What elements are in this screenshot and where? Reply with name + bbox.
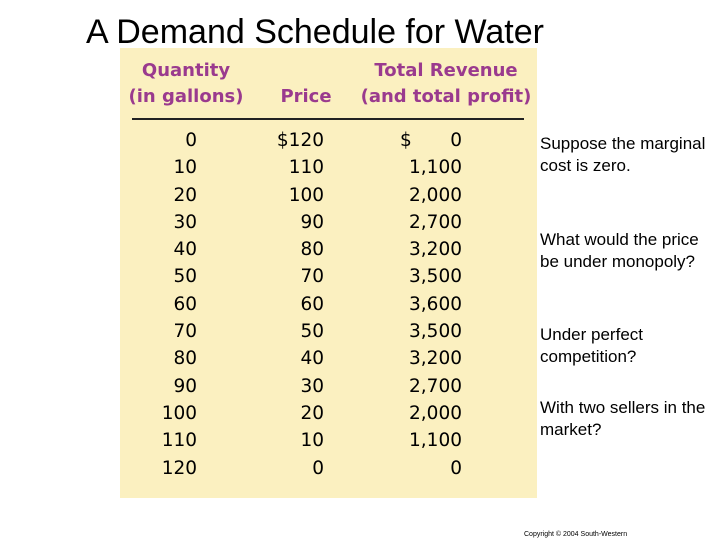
cell-price: 100: [288, 184, 324, 206]
cell-price: $120: [276, 130, 324, 151]
table-row: 60 60 3,600: [120, 291, 537, 318]
cell-price: 0: [312, 457, 324, 479]
cell-quantity: 60: [173, 293, 197, 315]
cell-price: 20: [300, 402, 324, 424]
cell-total-revenue: 2,700: [409, 211, 462, 233]
table-row: 70 50 3,500: [120, 318, 537, 345]
cell-quantity: 110: [161, 430, 197, 452]
cell-revenue-currency: $: [400, 130, 412, 151]
table-row: 30 90 2,700: [120, 209, 537, 236]
table-row: 120 0 0: [120, 455, 537, 482]
cell-total-revenue: 3,600: [409, 293, 462, 315]
cell-price: 70: [300, 266, 324, 288]
cell-total-revenue: 0: [450, 130, 462, 151]
header-divider: [132, 118, 524, 120]
cell-total-revenue: 1,100: [409, 430, 462, 452]
cell-total-revenue: 2,000: [409, 184, 462, 206]
cell-total-revenue: 1,100: [409, 157, 462, 179]
cell-price: 80: [300, 239, 324, 261]
cell-quantity: 40: [173, 239, 197, 261]
cell-total-revenue: 3,500: [409, 321, 462, 343]
question-monopoly: What would the price be under monopoly?: [540, 230, 699, 271]
cell-price: 30: [300, 375, 324, 397]
cell-price: 50: [300, 321, 324, 343]
table-row: 110 10 1,100: [120, 427, 537, 454]
cell-price: 60: [300, 293, 324, 315]
cell-price: 90: [300, 211, 324, 233]
cell-quantity: 0: [185, 130, 197, 151]
table-body: 0 $120 $0 10 110 1,100 20 100 2,000 30 90 2,700 40 80…: [120, 127, 537, 482]
cell-total-revenue: 2,000: [409, 402, 462, 424]
table-row: 0 $120 $0: [120, 127, 537, 154]
header-quantity: Quantity (in gallons): [128, 60, 244, 107]
cell-quantity: 90: [173, 375, 197, 397]
cell-price: 40: [300, 348, 324, 370]
cell-total-revenue: 0: [450, 457, 462, 479]
table-row: 20 100 2,000: [120, 182, 537, 209]
table-row: 50 70 3,500: [120, 263, 537, 290]
cell-quantity: 50: [173, 266, 197, 288]
cell-total-revenue: 3,500: [409, 266, 462, 288]
table-row: 80 40 3,200: [120, 345, 537, 372]
header-price: Price: [280, 86, 332, 107]
table-row: 100 20 2,000: [120, 400, 537, 427]
cell-quantity: 30: [173, 211, 197, 233]
cell-quantity: 70: [173, 321, 197, 343]
table-row: 40 80 3,200: [120, 236, 537, 263]
demand-schedule-table: Quantity (in gallons) Price Total Revenu…: [120, 48, 537, 498]
cell-quantity: 20: [173, 184, 197, 206]
cell-total-revenue: 3,200: [409, 239, 462, 261]
question-two-sellers: With two sellers in the market?: [540, 398, 706, 439]
cell-quantity: 100: [161, 402, 197, 424]
table-row: 10 110 1,100: [120, 154, 537, 181]
cell-quantity: 120: [161, 457, 197, 479]
cell-price: 110: [288, 157, 324, 179]
slide-title: A Demand Schedule for Water: [86, 13, 544, 51]
table-row: 90 30 2,700: [120, 373, 537, 400]
cell-price: 10: [300, 430, 324, 452]
note-marginal-cost: Suppose the marginal cost is zero.: [540, 134, 706, 175]
cell-quantity: 10: [173, 157, 197, 179]
cell-total-revenue: 3,200: [409, 348, 462, 370]
copyright-notice: Copyright © 2004 South-Western: [524, 531, 628, 538]
cell-total-revenue: 2,700: [409, 375, 462, 397]
header-total-revenue: Total Revenue (and total profit): [360, 60, 532, 107]
question-perfect-competition: Under perfect competition?: [540, 325, 643, 366]
cell-quantity: 80: [173, 348, 197, 370]
